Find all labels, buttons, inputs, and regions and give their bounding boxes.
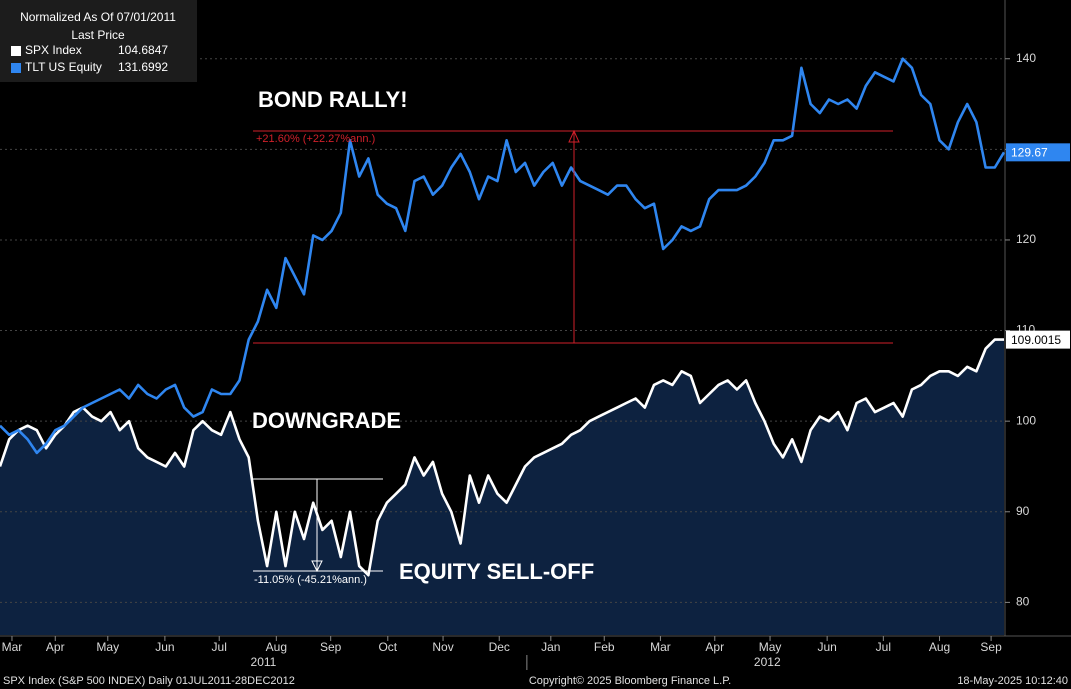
equity-measure bbox=[253, 478, 383, 573]
last-value-label: 129.67 bbox=[1011, 146, 1048, 160]
legend-value: 104.6847 bbox=[118, 43, 168, 57]
annotation: DOWNGRADE bbox=[252, 408, 401, 433]
legend-label: TLT US Equity bbox=[25, 60, 102, 74]
last-value-box bbox=[1006, 330, 1070, 349]
legend-value: 131.6992 bbox=[118, 60, 168, 74]
footer-center: Copyright© 2025 Bloomberg Finance L.P. bbox=[529, 675, 731, 687]
x-tick-label: Apr bbox=[46, 640, 65, 654]
annotation: EQUITY SELL-OFF bbox=[399, 559, 594, 584]
x-tick-label: Aug bbox=[266, 640, 287, 654]
x-tick-label: Sep bbox=[980, 640, 1002, 654]
annotation: -11.05% (-45.21%ann.) bbox=[254, 574, 367, 586]
legend-swatch bbox=[11, 46, 21, 56]
x-tick-label: Apr bbox=[705, 640, 724, 654]
footer-left: SPX Index (S&P 500 INDEX) Daily 01JUL201… bbox=[3, 675, 295, 687]
series-line bbox=[0, 338, 1004, 577]
bond-measure bbox=[253, 129, 893, 344]
legend: SPX Index 104.6847 TLT US Equity 131.6992 bbox=[11, 43, 168, 74]
year-label: 2011 bbox=[251, 655, 277, 669]
x-tick-label: Dec bbox=[489, 640, 510, 654]
x-tick-label: Feb bbox=[594, 640, 615, 654]
x-tick-label: Mar bbox=[650, 640, 671, 654]
x-tick-label: Mar bbox=[2, 640, 23, 654]
legend-subtitle: Last Price bbox=[71, 28, 125, 42]
last-value-label: 109.0015 bbox=[1011, 333, 1061, 347]
footer-right: 18-May-2025 10:12:40 bbox=[957, 675, 1068, 687]
x-tick-label: Nov bbox=[432, 640, 453, 654]
area bbox=[0, 339, 1004, 635]
x-tick-label: Sep bbox=[320, 640, 342, 654]
year-label: 2012 bbox=[754, 655, 781, 669]
x-tick-label: Jan bbox=[541, 640, 560, 654]
x-tick-label: Oct bbox=[378, 640, 397, 654]
series-line bbox=[0, 57, 1006, 455]
x-tick-label: Jul bbox=[212, 640, 227, 654]
x-tick-label: Jul bbox=[876, 640, 891, 654]
last-value-box bbox=[1006, 143, 1070, 162]
legend-label: SPX Index bbox=[25, 43, 82, 57]
y-tick-label: 90 bbox=[1016, 504, 1030, 518]
x-tick-label: Jun bbox=[155, 640, 174, 654]
annotation: BOND RALLY! bbox=[258, 87, 408, 112]
y-tick-label: 140 bbox=[1016, 51, 1036, 65]
x-tick-label: Aug bbox=[929, 640, 950, 654]
y-tick-label: 80 bbox=[1016, 595, 1030, 609]
x-tick-label: May bbox=[759, 640, 782, 654]
measure-arrow bbox=[568, 129, 580, 143]
y-tick-label: 100 bbox=[1016, 413, 1036, 427]
y-tick-label: 120 bbox=[1016, 232, 1036, 246]
legend-title: Normalized As Of 07/01/2011 bbox=[20, 10, 176, 24]
annotation: +21.60% (+22.27%ann.) bbox=[256, 133, 375, 145]
legend-swatch bbox=[11, 63, 21, 73]
x-tick-label: Jun bbox=[817, 640, 836, 654]
legend-box bbox=[0, 0, 197, 82]
plot-area bbox=[0, 57, 1006, 635]
measure-arrow bbox=[311, 560, 323, 573]
x-tick-label: May bbox=[96, 640, 119, 654]
